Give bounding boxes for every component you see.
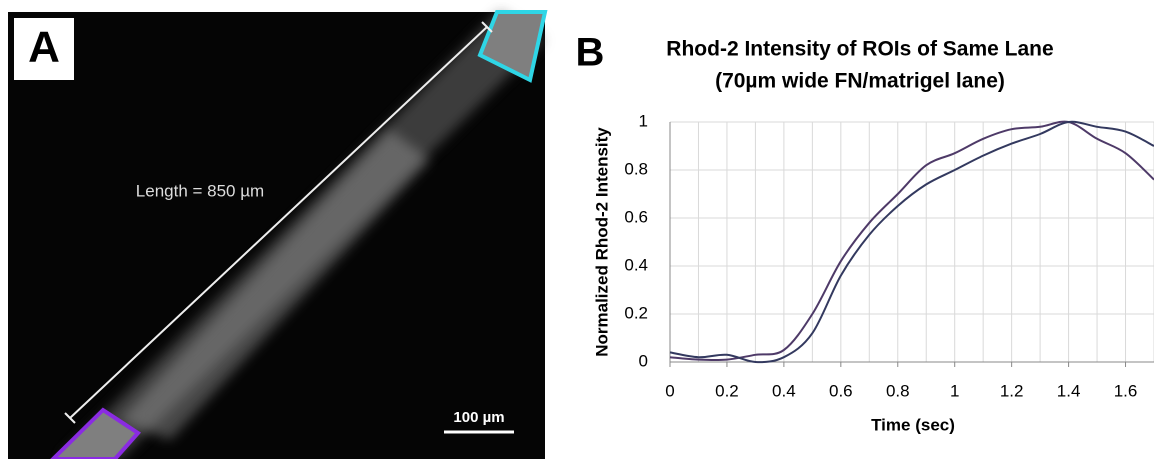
x-tick-label: 0.2 (715, 381, 739, 400)
measure-cap (481, 21, 493, 33)
y-tick-label: 0 (639, 351, 648, 370)
y-tick-label: 0.4 (624, 255, 648, 274)
y-tick-label: 0.2 (624, 303, 648, 322)
x-tick-label: 1 (950, 381, 959, 400)
x-tick-label: 1.2 (1000, 381, 1024, 400)
x-tick-label: 0.4 (772, 381, 796, 400)
panel-label: B (576, 31, 605, 75)
y-tick-label: 1 (639, 111, 648, 130)
x-tick-label: 0 (665, 381, 674, 400)
measure-cap (64, 412, 76, 424)
panel-label: A (28, 23, 60, 72)
chart-title: Rhod-2 Intensity of ROIs of Same Lane (666, 38, 1053, 61)
x-tick-label: 0.8 (886, 381, 910, 400)
measurement-label: Length = 850 µm (136, 181, 264, 200)
series-line (669, 120, 1154, 364)
chart-subtitle: (70µm wide FN/matrigel lane) (715, 70, 1005, 93)
y-tick-label: 0.6 (624, 207, 648, 226)
roi-purple (50, 407, 142, 459)
scale-bar-label: 100 µm (453, 409, 504, 426)
roi-cyan (477, 10, 548, 83)
micrograph: A Length = 850 µm 100 µm (8, 10, 548, 459)
cell-lane-bright (120, 130, 430, 440)
measure-line (69, 26, 488, 419)
series-line (669, 120, 1154, 362)
panel-label-box (14, 18, 74, 80)
y-axis-label: Normalized Rhod-2 Intensity (592, 127, 611, 357)
x-tick-label: 0.6 (829, 381, 853, 400)
x-tick-label: 1.6 (1114, 381, 1138, 400)
x-tick-label: 1.4 (1057, 381, 1081, 400)
x-axis-label: Time (sec) (871, 415, 955, 434)
y-tick-label: 0.8 (624, 159, 648, 178)
